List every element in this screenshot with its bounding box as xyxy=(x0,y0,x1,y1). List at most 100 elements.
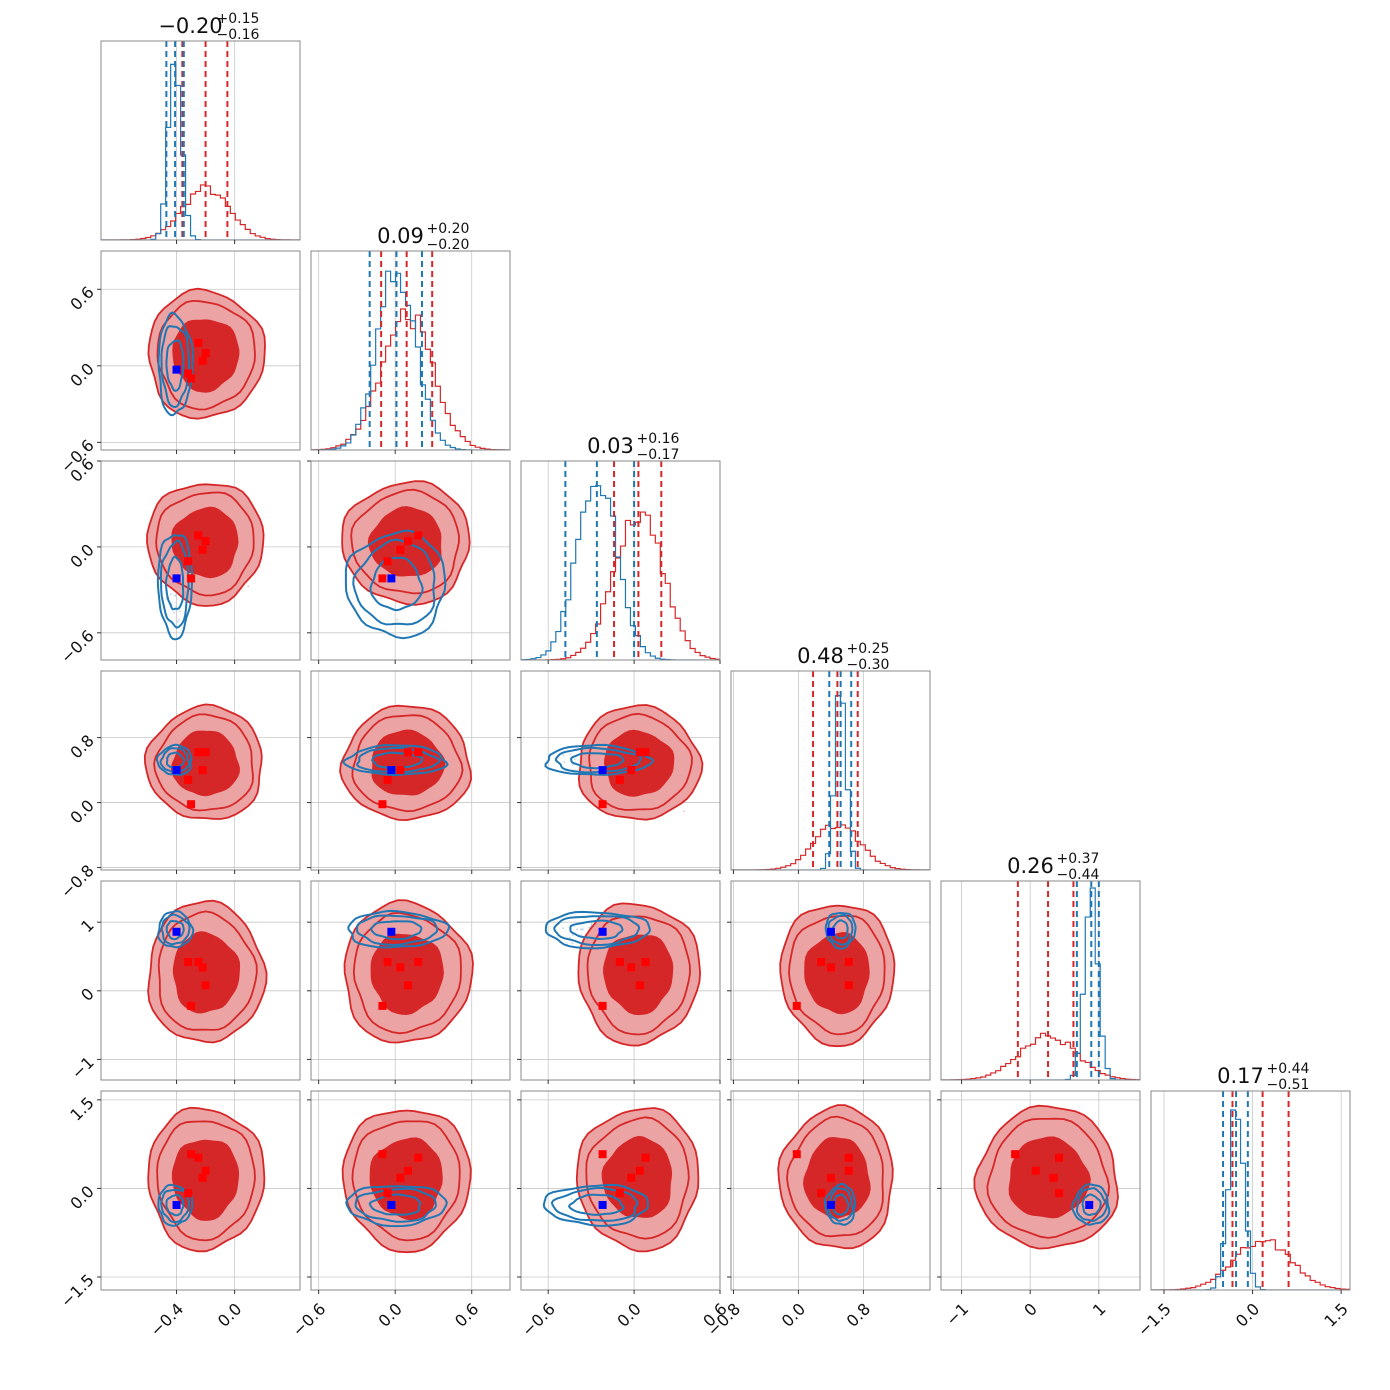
panel-title: 0.03 xyxy=(587,434,634,458)
panel-content xyxy=(101,1091,300,1290)
panel-frame xyxy=(100,1090,301,1291)
red-marker xyxy=(194,957,203,966)
sample-point xyxy=(175,605,178,607)
title-minus-error: −0.30 xyxy=(847,657,890,673)
blue-histogram xyxy=(101,63,300,240)
sample-point xyxy=(569,753,572,756)
sample-point xyxy=(174,594,177,596)
red-marker xyxy=(598,1001,607,1010)
red-marker xyxy=(201,349,210,358)
panel-content xyxy=(731,1091,930,1290)
panel-frame xyxy=(730,880,931,1081)
red-marker xyxy=(187,1150,196,1159)
blue-contour xyxy=(344,529,447,640)
blue-histogram xyxy=(311,270,510,450)
blue-contour xyxy=(823,1182,856,1226)
red-marker xyxy=(187,374,196,383)
red-marker xyxy=(792,1001,801,1010)
red-marker xyxy=(844,1153,853,1162)
sample-point xyxy=(178,619,181,621)
blue-marker xyxy=(598,927,607,936)
y-tick-label: 1.5 xyxy=(66,1093,97,1124)
panel-content xyxy=(101,881,300,1080)
red-marker xyxy=(383,557,392,566)
x-tick-label: 0.0 xyxy=(214,1299,245,1330)
panel-frame xyxy=(310,880,511,1081)
red-contour-inner xyxy=(172,931,241,1014)
sample-point xyxy=(571,942,574,944)
blue-marker xyxy=(598,766,607,775)
panel-content xyxy=(311,881,510,1080)
y-tick-label: 0.0 xyxy=(66,1182,97,1213)
y-tick-label: −0.8 xyxy=(57,861,98,902)
panel-frame xyxy=(310,670,511,871)
red-marker xyxy=(383,1189,392,1198)
blue-contour xyxy=(370,920,423,941)
red-marker xyxy=(817,1189,826,1198)
red-marker xyxy=(198,963,207,972)
contour-panel: −0.60.00.6 xyxy=(57,454,301,667)
blue-histogram xyxy=(521,485,720,660)
blue-contour xyxy=(1071,1183,1111,1226)
panel-content xyxy=(311,251,510,450)
panel-content xyxy=(101,251,300,450)
y-tick-label: 0.8 xyxy=(66,731,97,762)
panel-frame xyxy=(100,250,301,451)
x-tick-label: −0.6 xyxy=(518,1299,559,1340)
sample-point xyxy=(247,585,250,588)
title-minus-error: −0.17 xyxy=(637,447,680,463)
panel-content xyxy=(311,1091,510,1290)
contour-panel xyxy=(307,880,511,1084)
histogram-panel: 0.17 +0.44−0.51 −1.5 0.0 1.5 xyxy=(1134,1061,1352,1340)
red-marker xyxy=(615,957,624,966)
y-tick-label: −0.6 xyxy=(57,626,98,667)
red-marker xyxy=(1055,1189,1064,1198)
red-marker xyxy=(1049,1173,1058,1182)
blue-contour xyxy=(824,911,857,950)
title-minus-error: −0.20 xyxy=(427,237,470,253)
histogram-panel: 0.09 +0.20−0.20 xyxy=(310,221,511,454)
panel-frame xyxy=(520,460,721,661)
panel-content xyxy=(1151,1091,1350,1290)
blue-contour xyxy=(347,909,451,949)
red-marker xyxy=(414,1153,423,1162)
contour-panel xyxy=(727,880,931,1084)
sample-point xyxy=(590,924,593,927)
red-marker xyxy=(383,957,392,966)
x-tick-label: 0 xyxy=(1020,1299,1041,1320)
panel-title: 0.09 xyxy=(377,224,424,248)
red-marker xyxy=(184,775,193,784)
title-plus-error: +0.44 xyxy=(1267,1061,1310,1077)
blue-contour xyxy=(342,744,449,776)
blue-marker xyxy=(172,1200,181,1209)
panel-frame xyxy=(940,1090,1141,1291)
blue-contour xyxy=(160,913,191,946)
x-tick-label: 0.0 xyxy=(778,1299,809,1330)
blue-marker xyxy=(826,1200,835,1209)
red-marker xyxy=(184,957,193,966)
red-histogram xyxy=(311,308,510,450)
x-tick-label: −0.8 xyxy=(703,1299,744,1340)
panel-content xyxy=(311,671,510,870)
panel-frame xyxy=(520,670,721,871)
red-marker xyxy=(414,957,423,966)
panel-frame xyxy=(100,40,301,241)
sample-point xyxy=(396,619,399,621)
blue-marker xyxy=(1085,1200,1094,1209)
sample-point xyxy=(571,763,574,766)
sample-point xyxy=(175,601,178,604)
blue-contour xyxy=(157,910,195,949)
sample-point xyxy=(570,1198,573,1200)
histogram-panel: 0.48 +0.25−0.30 xyxy=(730,641,931,874)
red-marker xyxy=(1055,1153,1064,1162)
panel-title: 0.17 xyxy=(1217,1064,1264,1088)
red-marker xyxy=(844,957,853,966)
red-marker xyxy=(403,981,412,990)
sample-point xyxy=(590,922,593,925)
contour-panel: −1 0 1 xyxy=(937,1090,1141,1329)
blue-marker xyxy=(826,927,835,936)
blue-contour xyxy=(1075,1187,1108,1222)
blue-contour xyxy=(554,746,642,774)
